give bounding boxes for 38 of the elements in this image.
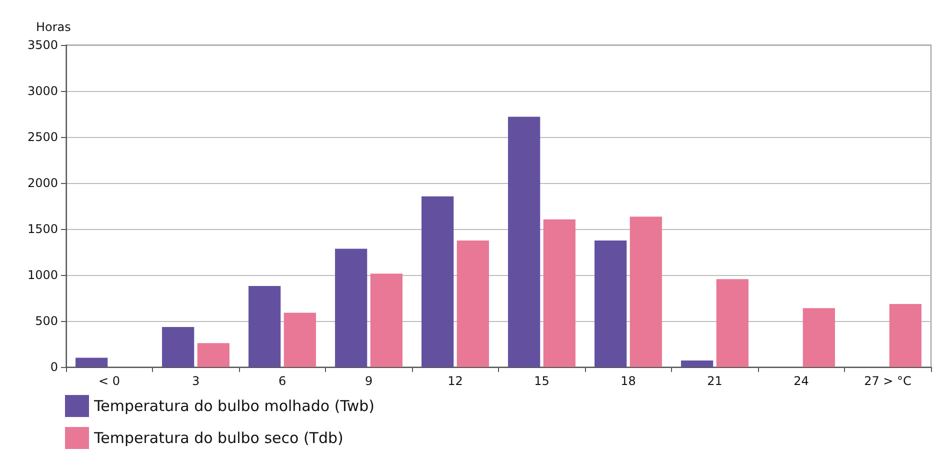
- y-tick-label: 1000: [27, 268, 58, 282]
- y-tick-label: 0: [50, 360, 58, 374]
- legend-label: Temperatura do bulbo molhado (Twb): [93, 397, 375, 415]
- bar: [630, 216, 662, 367]
- bar: [456, 240, 489, 367]
- x-tick-label: 21: [707, 374, 722, 388]
- x-tick-label: 15: [534, 374, 550, 388]
- bar: [508, 116, 540, 367]
- bar: [248, 286, 281, 367]
- y-tick-label: 3500: [27, 38, 58, 52]
- bar: [543, 219, 576, 367]
- y-axis-title: Horas: [36, 20, 71, 34]
- bar: [594, 240, 627, 367]
- bar: [802, 308, 835, 367]
- x-tick-label: 12: [448, 374, 463, 388]
- y-tick-label: 2500: [27, 130, 58, 144]
- x-tick-label: 18: [620, 374, 636, 388]
- bar: [370, 274, 402, 367]
- x-tick-label: 27 > °C: [864, 374, 912, 388]
- bar: [335, 248, 368, 367]
- legend-label: Temperatura do bulbo seco (Tdb): [93, 429, 344, 447]
- x-tick-label: 6: [278, 374, 286, 388]
- y-tick-label: 1500: [27, 222, 58, 236]
- bar: [76, 358, 108, 367]
- x-tick-label: 9: [364, 374, 373, 388]
- bar: [284, 312, 316, 367]
- x-tick-label: < 0: [98, 374, 120, 388]
- y-tick-label: 500: [35, 314, 58, 328]
- y-tick-label: 3000: [27, 84, 58, 98]
- bar: [681, 360, 714, 367]
- x-tick-label: 3: [192, 374, 200, 388]
- bar: [889, 304, 922, 367]
- y-tick-label: 2000: [27, 176, 58, 190]
- bar: [716, 279, 748, 367]
- bar: [422, 196, 454, 367]
- x-tick-label: 24: [794, 374, 809, 388]
- bar: [197, 343, 230, 367]
- bar: [162, 326, 194, 367]
